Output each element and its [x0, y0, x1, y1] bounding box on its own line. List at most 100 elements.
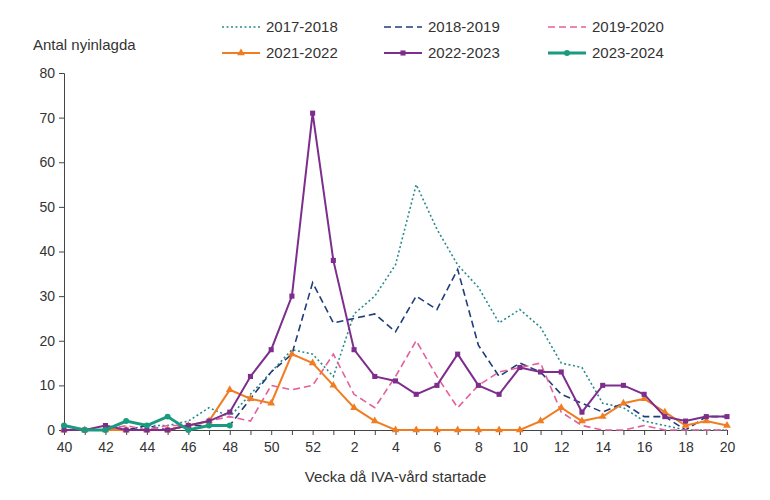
x-tick — [333, 430, 334, 435]
y-tick-mark — [59, 341, 64, 342]
y-tick: 70 — [39, 110, 64, 126]
legend-item: 2021-2022 — [222, 44, 338, 61]
y-tick-label: 40 — [39, 243, 55, 259]
series-marker — [538, 369, 543, 374]
legend-swatch — [222, 26, 260, 28]
x-tick-mark — [313, 430, 314, 435]
series-marker — [537, 417, 545, 424]
series-marker — [600, 383, 605, 388]
x-tick-label: 42 — [98, 439, 114, 455]
x-tick: 52 — [305, 430, 321, 455]
legend-label: 2021-2022 — [266, 44, 338, 61]
series-marker — [412, 426, 420, 433]
series-marker — [621, 383, 626, 388]
x-tick-label: 6 — [434, 439, 442, 455]
y-tick-label: 80 — [39, 65, 55, 81]
series-marker — [267, 399, 275, 406]
x-tick-mark — [561, 430, 562, 435]
series-marker — [599, 412, 607, 419]
legend-marker — [400, 50, 405, 55]
series-marker — [724, 414, 729, 419]
legend-item: 2022-2023 — [384, 44, 500, 61]
x-tick-label: 2 — [351, 439, 359, 455]
series-line — [64, 417, 230, 430]
series-marker — [329, 381, 337, 388]
x-tick-label: 10 — [513, 439, 529, 455]
x-tick: 20 — [720, 430, 736, 455]
x-tick-mark — [354, 430, 355, 435]
x-tick-mark — [541, 430, 542, 435]
x-tick-mark — [230, 430, 231, 435]
x-tick — [375, 430, 376, 435]
x-tick-label: 46 — [181, 439, 197, 455]
series-marker — [309, 359, 317, 366]
x-tick: 6 — [434, 430, 442, 455]
series-marker — [723, 421, 731, 428]
series-marker — [269, 347, 274, 352]
y-tick-label: 30 — [39, 288, 55, 304]
x-tick-label: 18 — [678, 439, 694, 455]
y-tick: 10 — [39, 377, 64, 393]
x-tick — [582, 430, 583, 435]
y-tick: 60 — [39, 154, 64, 170]
x-tick — [541, 430, 542, 435]
legend-swatch — [384, 26, 422, 28]
series-marker — [124, 427, 129, 432]
series-marker — [516, 426, 524, 433]
x-tick — [623, 430, 624, 435]
x-tick — [209, 430, 210, 435]
x-tick-label: 8 — [475, 439, 483, 455]
x-tick: 16 — [637, 430, 653, 455]
y-tick-label: 70 — [39, 110, 55, 126]
series-marker — [371, 417, 379, 424]
x-axis: 404244464850522468101214161820 — [57, 430, 736, 455]
series-marker — [227, 410, 232, 415]
series-marker — [578, 417, 586, 424]
x-tick-label: 48 — [222, 439, 238, 455]
x-tick: 48 — [222, 430, 238, 455]
x-tick: 46 — [181, 430, 197, 455]
series-marker — [350, 403, 358, 410]
legend-marker — [564, 50, 570, 56]
x-tick-label: 40 — [57, 439, 73, 455]
series-marker — [61, 423, 67, 429]
x-tick-label: 16 — [637, 439, 653, 455]
x-tick-label: 12 — [554, 439, 570, 455]
series-marker — [434, 383, 439, 388]
y-tick-label: 10 — [39, 377, 55, 393]
x-tick-mark — [727, 430, 728, 435]
legend-item: 2018-2019 — [384, 18, 500, 35]
x-tick-mark — [333, 430, 334, 435]
series-line — [64, 185, 727, 430]
series-line — [64, 354, 727, 430]
x-tick: 40 — [57, 430, 73, 455]
x-tick: 10 — [513, 430, 529, 455]
series-marker — [123, 418, 129, 424]
series-marker — [579, 410, 584, 415]
x-tick: 42 — [98, 430, 114, 455]
y-axis-line — [59, 74, 65, 431]
series-marker — [226, 385, 234, 392]
y-tick-mark — [59, 252, 64, 253]
legend-item: 2017-2018 — [222, 18, 338, 35]
series-marker — [414, 392, 419, 397]
x-tick: 14 — [595, 430, 611, 455]
series-marker — [352, 347, 357, 352]
y-tick-label: 60 — [39, 154, 55, 170]
series-marker — [247, 394, 255, 401]
series-line — [64, 269, 727, 430]
series-marker — [227, 423, 233, 429]
series-marker — [310, 111, 315, 116]
series-marker — [642, 392, 647, 397]
series-marker — [288, 350, 296, 357]
x-tick-label: 52 — [305, 439, 321, 455]
series-marker — [165, 427, 170, 432]
series-line — [64, 113, 727, 430]
x-tick-mark — [271, 430, 272, 435]
y-tick-mark — [59, 73, 64, 74]
x-tick-label: 20 — [720, 439, 736, 455]
y-tick-mark — [59, 162, 64, 163]
series-marker — [372, 374, 377, 379]
series-marker — [289, 294, 294, 299]
series-marker — [495, 426, 503, 433]
